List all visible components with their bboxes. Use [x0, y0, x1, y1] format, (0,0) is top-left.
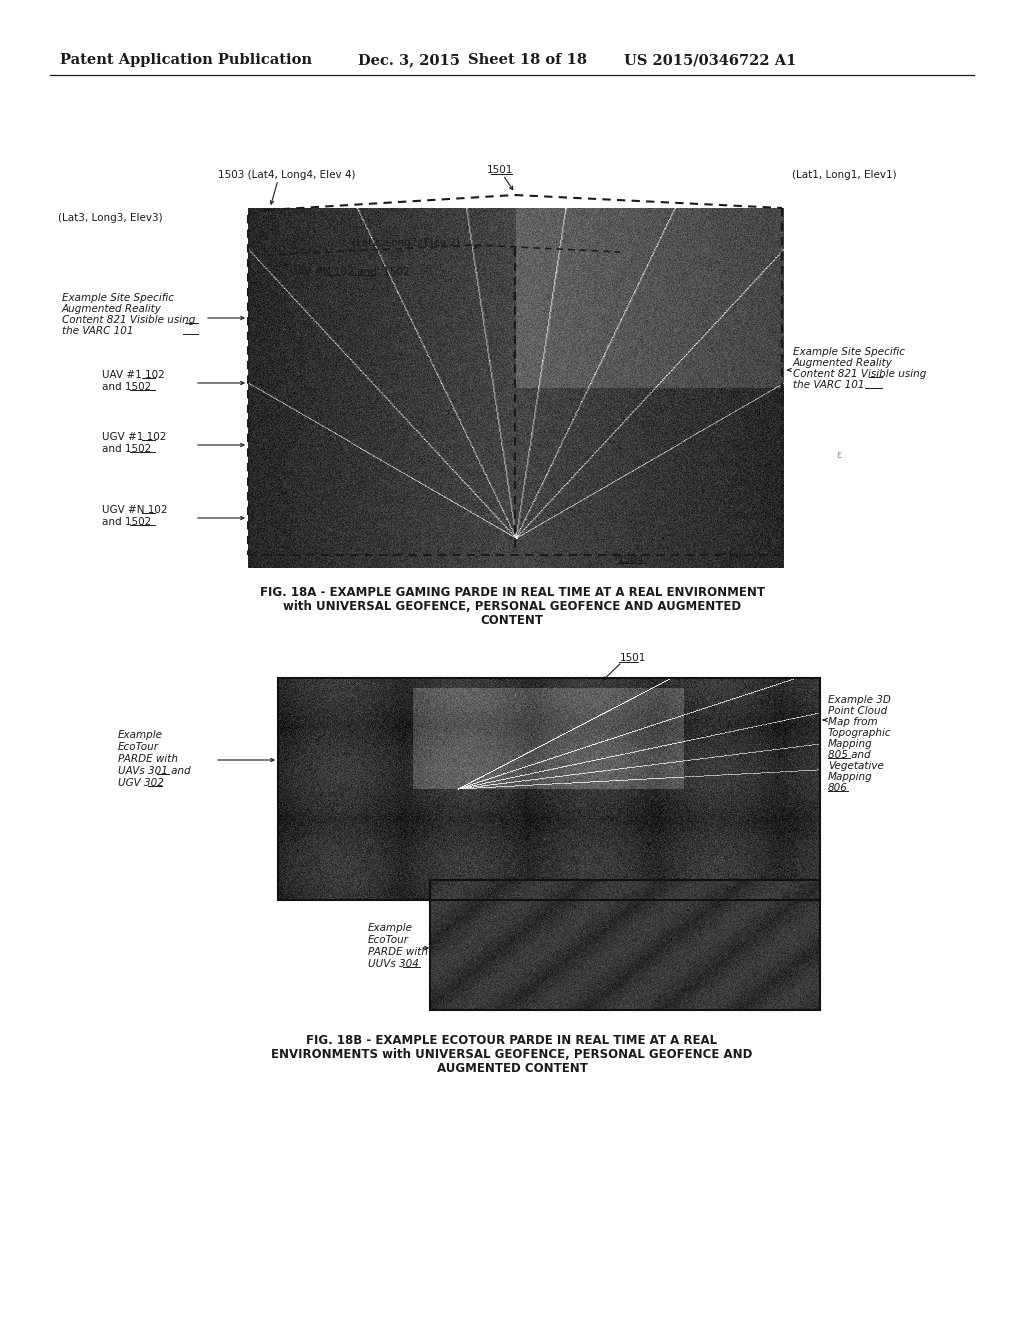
Text: Vegetative: Vegetative — [828, 762, 884, 771]
Text: AUGMENTED CONTENT: AUGMENTED CONTENT — [436, 1061, 588, 1074]
Text: 1501: 1501 — [486, 165, 513, 176]
Text: 806: 806 — [828, 783, 848, 793]
Text: UGV #1 102: UGV #1 102 — [102, 432, 166, 442]
Text: EcoTour: EcoTour — [118, 742, 159, 752]
Text: (Lat3, Long3, Elev3): (Lat3, Long3, Elev3) — [58, 213, 163, 223]
Text: UGV #N 102: UGV #N 102 — [102, 506, 168, 515]
Text: the VARC 101: the VARC 101 — [62, 326, 133, 337]
Text: FIG. 18A - EXAMPLE GAMING PARDE IN REAL TIME AT A REAL ENVIRONMENT: FIG. 18A - EXAMPLE GAMING PARDE IN REAL … — [259, 586, 765, 598]
Text: UGV 302: UGV 302 — [118, 777, 164, 788]
Text: Augmented Reality: Augmented Reality — [62, 304, 162, 314]
Text: Example Site Specific: Example Site Specific — [62, 293, 174, 304]
Text: Mapping: Mapping — [828, 772, 872, 781]
Text: UAV #1 102: UAV #1 102 — [102, 370, 165, 380]
Text: (Lat1, Long1, Elev1): (Lat1, Long1, Elev1) — [792, 170, 897, 180]
Text: Content 821 Visible using: Content 821 Visible using — [793, 370, 927, 379]
Text: PARDE with: PARDE with — [118, 754, 178, 764]
Text: Patent Application Publication: Patent Application Publication — [60, 53, 312, 67]
Text: Example: Example — [118, 730, 163, 741]
Text: Topographic: Topographic — [828, 729, 892, 738]
Text: Sheet 18 of 18: Sheet 18 of 18 — [468, 53, 587, 67]
Text: UUVs 304: UUVs 304 — [368, 960, 419, 969]
Text: Content 821 Visible using: Content 821 Visible using — [62, 315, 196, 325]
Bar — [430, 880, 820, 1010]
Text: Dec. 3, 2015: Dec. 3, 2015 — [358, 53, 460, 67]
Text: UAVs 301 and: UAVs 301 and — [118, 766, 190, 776]
Text: FIG. 18B - EXAMPLE ECOTOUR PARDE IN REAL TIME AT A REAL: FIG. 18B - EXAMPLE ECOTOUR PARDE IN REAL… — [306, 1034, 718, 1047]
Text: with UNIVERSAL GEOFENCE, PERSONAL GEOFENCE AND AUGMENTED: with UNIVERSAL GEOFENCE, PERSONAL GEOFEN… — [283, 599, 741, 612]
Text: Point Cloud: Point Cloud — [828, 706, 887, 715]
Text: PARDE with: PARDE with — [368, 946, 428, 957]
Text: Map from: Map from — [828, 717, 878, 727]
Bar — [278, 678, 820, 900]
Text: Example: Example — [368, 923, 413, 933]
Text: 1503 (Lat4, Long4, Elev 4): 1503 (Lat4, Long4, Elev 4) — [218, 170, 355, 180]
Text: UAV #N 102 and  1502: UAV #N 102 and 1502 — [290, 267, 410, 277]
Text: EcoTour: EcoTour — [368, 935, 409, 945]
Text: CONTENT: CONTENT — [480, 614, 544, 627]
Text: 805 and: 805 and — [828, 750, 870, 760]
Text: ENVIRONMENTS with UNIVERSAL GEOFENCE, PERSONAL GEOFENCE AND: ENVIRONMENTS with UNIVERSAL GEOFENCE, PE… — [271, 1048, 753, 1060]
Text: US 2015/0346722 A1: US 2015/0346722 A1 — [624, 53, 797, 67]
Text: and 1502: and 1502 — [102, 444, 152, 454]
Text: and 1502: and 1502 — [102, 381, 152, 392]
Text: Augmented Reality: Augmented Reality — [793, 358, 893, 368]
Text: 1501: 1501 — [620, 653, 646, 663]
Text: (Lat2, Long2, Elev 2): (Lat2, Long2, Elev 2) — [352, 238, 460, 248]
Text: ε: ε — [836, 450, 842, 459]
Text: Mapping: Mapping — [828, 739, 872, 748]
Text: Example 3D: Example 3D — [828, 696, 891, 705]
Text: the VARC 101: the VARC 101 — [793, 380, 864, 389]
Text: Example Site Specific: Example Site Specific — [793, 347, 905, 356]
Text: and 1502: and 1502 — [102, 517, 152, 527]
Text: 1504: 1504 — [618, 554, 644, 565]
